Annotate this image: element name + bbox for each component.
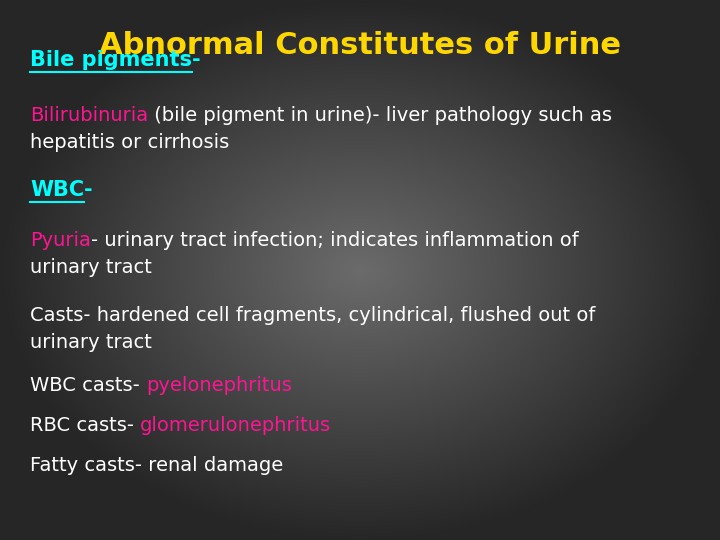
Text: Bile pigments: Bile pigments <box>30 50 192 70</box>
Text: pyelonephritus: pyelonephritus <box>146 376 292 395</box>
Text: Pyuria: Pyuria <box>30 231 91 250</box>
Text: RBC casts-: RBC casts- <box>30 416 140 435</box>
Text: Abnormal Constitutes of Urine: Abnormal Constitutes of Urine <box>99 30 621 59</box>
Text: urinary tract: urinary tract <box>30 258 152 277</box>
Text: Bilirubinuria: Bilirubinuria <box>30 106 148 125</box>
Text: Casts- hardened cell fragments, cylindrical, flushed out of: Casts- hardened cell fragments, cylindri… <box>30 306 595 325</box>
Text: (bile pigment in urine)- liver pathology such as: (bile pigment in urine)- liver pathology… <box>148 106 612 125</box>
Text: -: - <box>84 180 93 200</box>
Text: glomerulonephritus: glomerulonephritus <box>140 416 331 435</box>
Text: Fatty casts- renal damage: Fatty casts- renal damage <box>30 456 283 475</box>
Text: urinary tract: urinary tract <box>30 333 152 352</box>
Text: WBC casts-: WBC casts- <box>30 376 146 395</box>
Text: -: - <box>192 50 201 70</box>
Text: WBC: WBC <box>30 180 84 200</box>
Text: - urinary tract infection; indicates inflammation of: - urinary tract infection; indicates inf… <box>91 231 579 250</box>
Text: hepatitis or cirrhosis: hepatitis or cirrhosis <box>30 133 229 152</box>
